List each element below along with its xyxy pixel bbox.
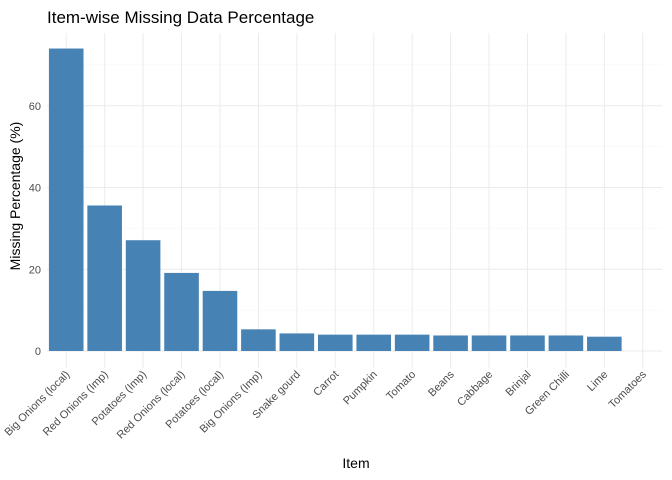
y-axis-title: Missing Percentage (%) <box>7 122 23 271</box>
y-tick-label: 0 <box>35 346 41 358</box>
bar <box>164 272 199 351</box>
bar <box>125 240 161 351</box>
x-tick-label: Cabbage <box>455 369 495 409</box>
x-tick-label: Brinjal <box>503 369 533 399</box>
x-tick-label: Beans <box>426 368 457 399</box>
bar <box>279 333 315 351</box>
bar <box>471 335 507 351</box>
bar <box>433 335 468 351</box>
y-axis-ticks: 0 20 40 60 <box>29 101 41 358</box>
x-axis-ticks: Big Onions (local)Red Onions (Imp)Potato… <box>2 368 649 441</box>
y-tick-label: 60 <box>29 101 41 113</box>
bar <box>202 290 238 351</box>
bar <box>510 335 545 351</box>
bar <box>394 334 430 351</box>
bar <box>548 335 584 351</box>
bar <box>356 334 392 351</box>
y-tick-label: 20 <box>29 264 41 276</box>
bar <box>48 48 84 351</box>
x-tick-label: Red Onions (Imp) <box>41 369 111 439</box>
bar <box>87 205 122 351</box>
x-tick-label: Tomato <box>384 369 418 403</box>
bar <box>241 329 276 351</box>
x-axis-title: Item <box>342 455 369 471</box>
x-tick-label: Carrot <box>311 369 341 399</box>
bar <box>317 334 353 351</box>
x-tick-label: Pumpkin <box>341 369 380 408</box>
bar <box>587 336 622 351</box>
y-tick-label: 40 <box>29 183 41 195</box>
x-tick-label: Tomatoes <box>607 368 650 411</box>
x-tick-label: Red Onions (local) <box>115 369 188 442</box>
x-tick-label: Lime <box>585 369 610 394</box>
x-tick-label: Big Onions (local) <box>2 369 72 439</box>
bars <box>48 48 622 351</box>
chart-title: Item-wise Missing Data Percentage <box>47 8 314 27</box>
